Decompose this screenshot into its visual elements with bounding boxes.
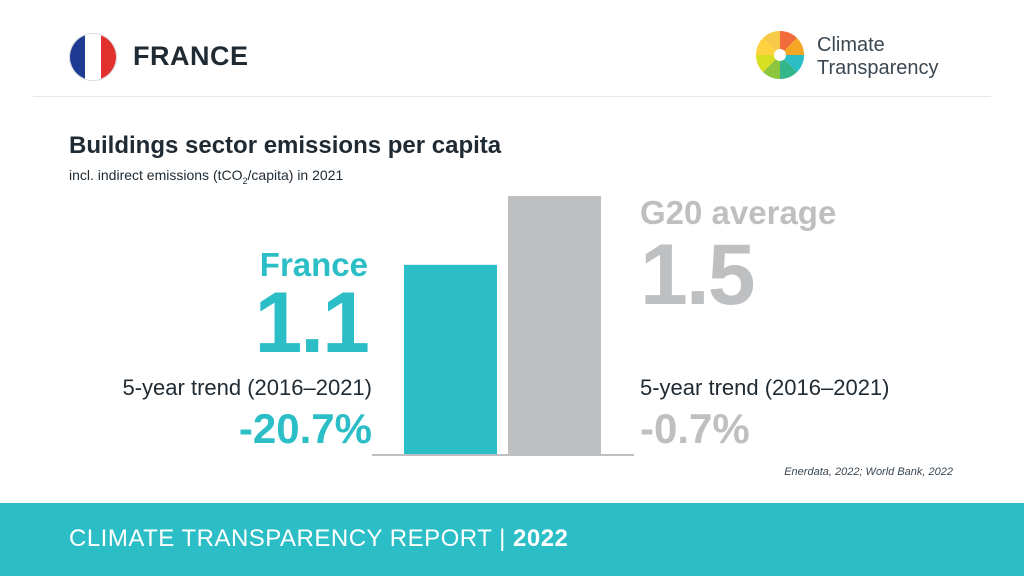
chart-title: Buildings sector emissions per capita — [69, 132, 502, 159]
climate-transparency-logo-icon — [755, 30, 805, 80]
bar-france — [404, 264, 497, 454]
footer-separator: | — [491, 525, 514, 552]
bar-g20-average — [508, 196, 601, 454]
g20-trend-label: 5-year trend (2016–2021) — [640, 375, 890, 400]
chart-subtitle: incl. indirect emissions (tCO2/capita) i… — [69, 167, 343, 186]
subtitle-text-post: /capita) in 2021 — [247, 167, 344, 183]
logo-line-1: Climate — [817, 34, 885, 56]
source-note: Enerdata, 2022; World Bank, 2022 — [784, 466, 953, 478]
footer-text: CLIMATE TRANSPARENCY REPORT | 2022 — [69, 525, 568, 553]
france-label: France — [259, 246, 368, 283]
header-divider — [33, 96, 991, 97]
france-trend-value: -20.7% — [238, 405, 372, 452]
france-value: 1.1 — [254, 275, 370, 371]
footer-bar: CLIMATE TRANSPARENCY REPORT | 2022 — [0, 503, 1024, 576]
france-flag-icon — [69, 33, 117, 81]
logo-line-2: Transparency — [817, 57, 939, 79]
g20-value: 1.5 — [640, 227, 756, 323]
france-trend-label: 5-year trend (2016–2021) — [122, 375, 373, 400]
bar-chart — [372, 196, 634, 456]
g20-label: G20 average — [640, 194, 837, 231]
g20-trend-value: -0.7% — [640, 405, 750, 452]
footer-label: CLIMATE TRANSPARENCY REPORT — [69, 525, 492, 552]
subtitle-subscript: 2 — [242, 175, 248, 186]
logo-wordmark: Climate Transparency — [817, 34, 939, 80]
country-name: FRANCE — [133, 41, 249, 71]
subtitle-text-pre: incl. indirect emissions (tCO — [69, 167, 243, 183]
footer-year: 2022 — [513, 525, 569, 552]
